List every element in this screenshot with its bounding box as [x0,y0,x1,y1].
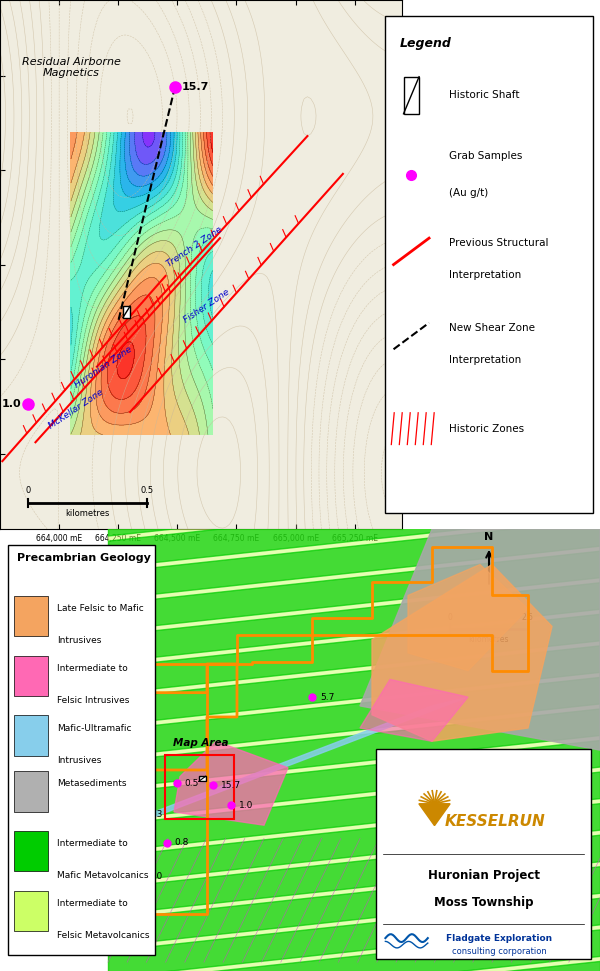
Text: Interpretation: Interpretation [449,354,521,365]
Text: Historic Zones: Historic Zones [449,423,524,434]
Text: New Shear Zone: New Shear Zone [449,323,535,333]
Text: Grab Samples: Grab Samples [449,151,523,161]
Text: 2.0: 2.0 [149,872,163,881]
Text: Legend: Legend [400,37,452,50]
Text: Late Felsic to Mafic: Late Felsic to Mafic [57,604,143,613]
Text: Felsic Metavolcanics: Felsic Metavolcanics [57,931,149,940]
Polygon shape [360,529,600,750]
Text: Previous Structural: Previous Structural [449,239,548,249]
FancyBboxPatch shape [14,831,47,871]
Text: 1.0: 1.0 [239,801,253,810]
Text: Precambrian Geology: Precambrian Geology [17,553,151,563]
Text: McKellar Zone: McKellar Zone [47,387,105,431]
Text: KESSELRUN: KESSELRUN [445,814,545,828]
Text: (Au g/t): (Au g/t) [449,187,488,198]
Text: Metasediments: Metasediments [57,780,127,788]
Polygon shape [372,564,552,741]
Text: 1.0: 1.0 [2,399,21,410]
Text: 2.5: 2.5 [522,613,534,621]
Polygon shape [419,804,450,825]
FancyBboxPatch shape [14,716,47,756]
Text: Huronian Zone: Huronian Zone [73,345,134,389]
Text: 15.7: 15.7 [221,781,241,790]
Text: Intermediate to: Intermediate to [57,839,128,848]
Text: Moss Township: Moss Township [434,895,533,909]
Text: Intrusives: Intrusives [57,755,101,765]
Text: Mafic-Ultramafic: Mafic-Ultramafic [57,723,131,733]
Text: Fisher Zone: Fisher Zone [182,288,231,325]
Text: Map Area: Map Area [173,738,229,748]
Text: Interpretation: Interpretation [449,270,521,281]
Polygon shape [360,680,468,741]
Text: consulting corporation: consulting corporation [452,947,547,955]
Text: 1.3: 1.3 [149,810,163,819]
Text: Fladgate Exploration: Fladgate Exploration [446,933,552,943]
Polygon shape [108,697,468,829]
Polygon shape [123,306,130,318]
Polygon shape [174,741,288,825]
Bar [199,776,206,782]
FancyBboxPatch shape [14,596,47,636]
Text: Historic Shaft: Historic Shaft [449,90,520,100]
Polygon shape [108,529,600,971]
Polygon shape [408,564,528,671]
Text: 0: 0 [26,486,31,495]
Text: Trench 2 Zone: Trench 2 Zone [165,224,224,268]
Text: 5.7: 5.7 [320,692,334,702]
Text: Residual Airborne
Magnetics: Residual Airborne Magnetics [22,56,121,79]
FancyBboxPatch shape [14,655,47,696]
Text: kilometres: kilometres [469,635,509,644]
Bar [165,754,234,819]
Text: 15.7: 15.7 [182,82,209,92]
FancyBboxPatch shape [385,16,593,514]
FancyBboxPatch shape [404,77,419,114]
Text: N: N [484,532,494,543]
Text: 0.5: 0.5 [185,779,199,787]
Text: Huronian Project: Huronian Project [428,869,539,883]
Text: Mafic Metavolcanics: Mafic Metavolcanics [57,871,148,880]
Text: 0.8: 0.8 [175,838,189,848]
FancyBboxPatch shape [8,545,155,954]
FancyBboxPatch shape [14,771,47,812]
Text: Felsic Intrusives: Felsic Intrusives [57,696,129,705]
Text: 0: 0 [448,613,452,621]
Text: Intermediate to: Intermediate to [57,664,128,673]
Text: Intrusives: Intrusives [57,636,101,645]
FancyBboxPatch shape [14,890,47,931]
Text: 0.5: 0.5 [140,486,153,495]
Text: kilometres: kilometres [65,509,110,518]
Text: Intermediate to: Intermediate to [57,899,128,908]
FancyBboxPatch shape [376,750,591,959]
